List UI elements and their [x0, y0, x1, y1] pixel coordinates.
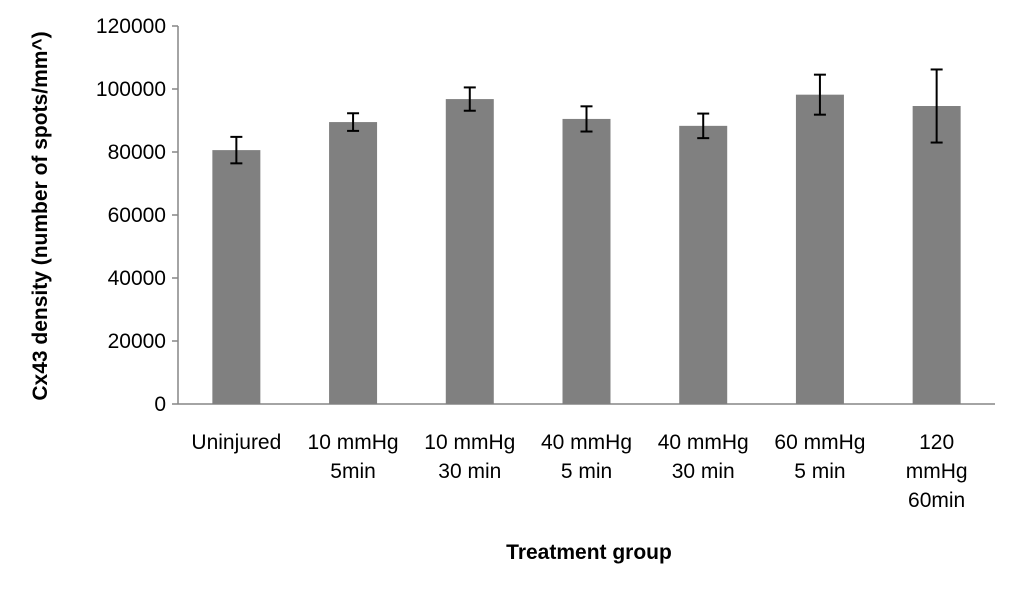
error-bars — [230, 68, 943, 165]
x-tick-label-line: 120 — [919, 431, 954, 454]
y-tick-label: 20000 — [108, 330, 166, 353]
y-tick-label: 100000 — [96, 78, 166, 101]
bar — [795, 94, 844, 405]
y-tick-labels: 0 20000 40000 60000 80000 100000 120000 — [96, 15, 166, 416]
y-tick-label: 40000 — [108, 267, 166, 290]
x-tick-label-line: 60min — [908, 489, 965, 512]
y-tick-label: 80000 — [108, 141, 166, 164]
x-tick-label: 60 mmHg 5 min — [774, 431, 865, 483]
x-tick-label: 40 mmHg 5 min — [541, 431, 632, 483]
x-axis-label: Treatment group — [506, 541, 672, 564]
x-tick-label-line: 5min — [330, 460, 376, 483]
x-tick-label: 40 mmHg 30 min — [658, 431, 749, 483]
bar — [679, 125, 728, 404]
y-tick-label: 120000 — [96, 15, 166, 38]
bar — [329, 122, 378, 404]
bars — [212, 94, 961, 405]
x-tick-label: 10 mmHg 5min — [308, 431, 399, 483]
x-tick-label-line: 10 mmHg — [308, 431, 399, 454]
bar — [445, 99, 494, 404]
y-axis-label: Cx43 density (number of spots/mm^) — [29, 31, 52, 400]
bar — [912, 106, 961, 404]
y-tick-label: 0 — [154, 393, 166, 416]
x-tick-label-line: 30 min — [672, 460, 735, 483]
y-tick-label: 60000 — [108, 204, 166, 227]
x-tick-label-line: 5 min — [794, 460, 845, 483]
x-tick-label: 10 mmHg 30 min — [424, 431, 515, 483]
x-tick-label-line: 60 mmHg — [774, 431, 865, 454]
bar — [212, 150, 261, 404]
bar — [562, 118, 611, 405]
x-tick-label-line: 40 mmHg — [541, 431, 632, 454]
x-tick-label-line: mmHg — [906, 460, 968, 483]
x-tick-label-line: 40 mmHg — [658, 431, 749, 454]
x-tick-label: Uninjured — [191, 431, 281, 454]
x-tick-label-line: 10 mmHg — [424, 431, 515, 454]
x-tick-label-line: Uninjured — [191, 431, 281, 454]
x-tick-label-line: 5 min — [561, 460, 612, 483]
x-tick-label-line: 30 min — [438, 460, 501, 483]
x-tick-label: 120 mmHg 60min — [906, 431, 968, 512]
